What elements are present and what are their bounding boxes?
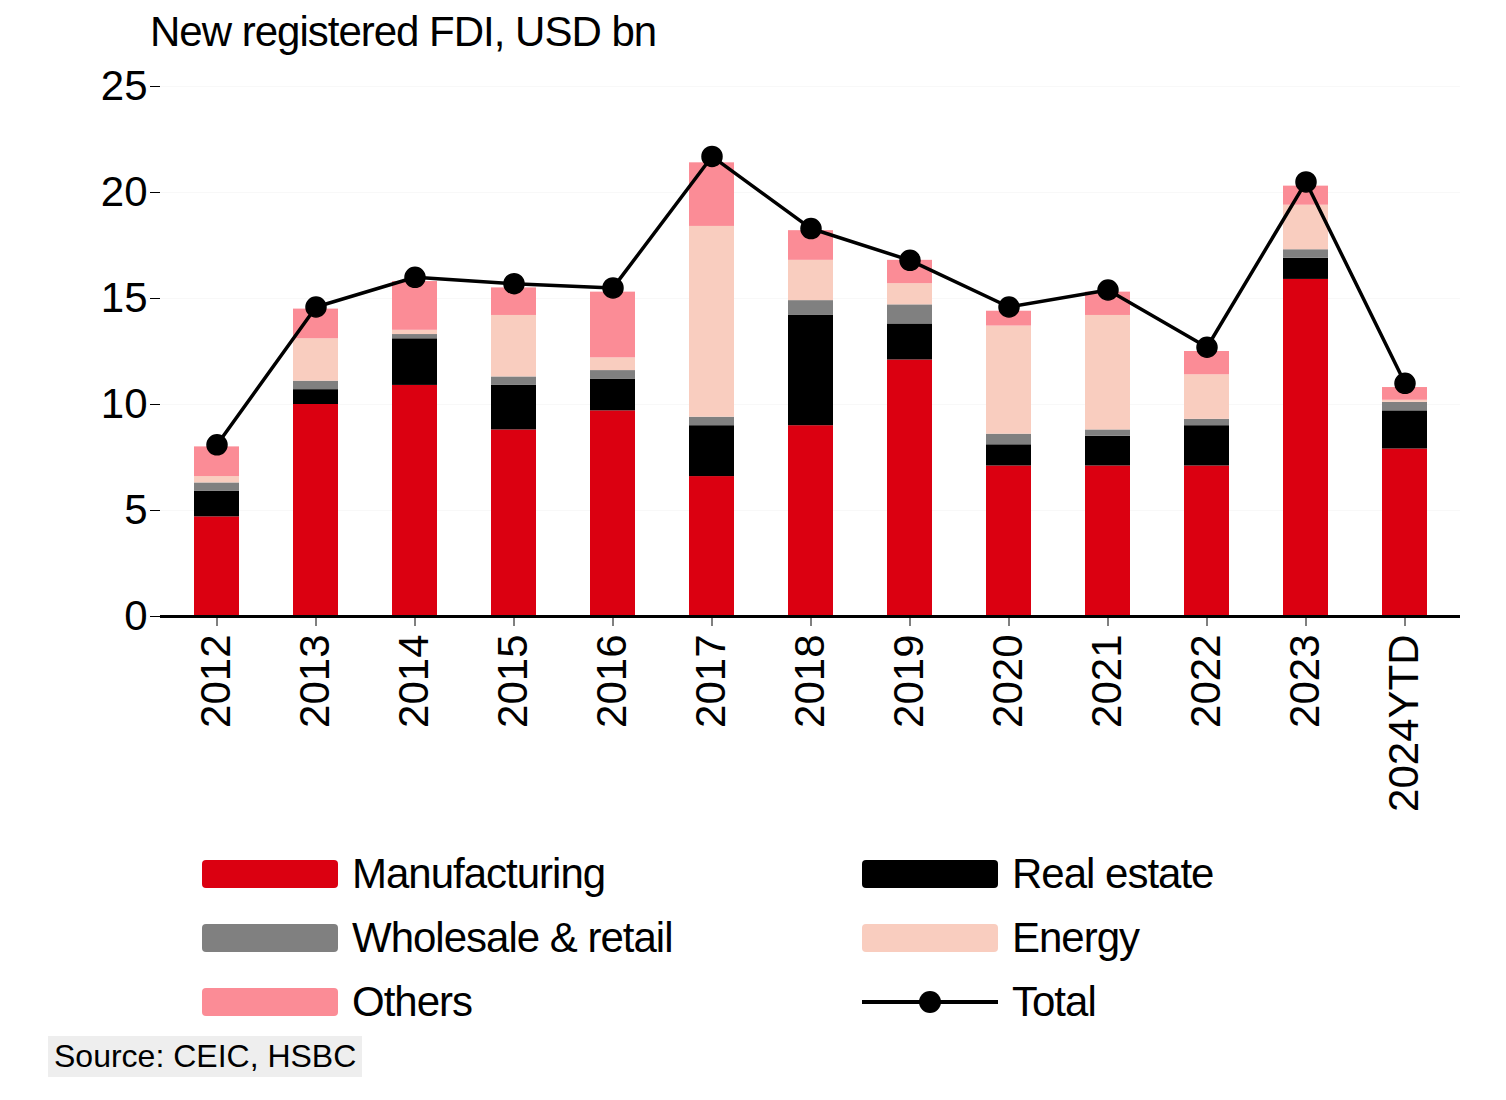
html-text:Real estate: Real estate [1012,850,1214,897]
svg-text:5: 5 [124,486,147,533]
svg-text:2019: 2019 [885,635,932,728]
svg-text:2023: 2023 [1281,635,1328,728]
svg-text:10: 10 [101,380,148,427]
svg-text:2017: 2017 [687,635,734,728]
svg-text:2018: 2018 [786,635,833,728]
svg-text:20: 20 [101,168,148,215]
html-text:New registered FDI, USD bn: New registered FDI, USD bn [150,8,657,55]
html-text:Manufacturing: Manufacturing [352,850,606,897]
svg-text:2015: 2015 [489,635,536,728]
svg-text:2024YTD: 2024YTD [1380,635,1427,812]
html-text:Others: Others [352,978,472,1025]
svg-text:2012: 2012 [192,635,239,728]
svg-text:2022: 2022 [1182,635,1229,728]
html-text:Source: CEIC, HSBC: Source: CEIC, HSBC [54,1038,357,1074]
html-text:Wholesale & retail: Wholesale & retail [352,914,673,961]
svg-text:15: 15 [101,274,148,321]
svg-text:2014: 2014 [390,635,437,728]
svg-text:2016: 2016 [588,635,635,728]
svg-text:2020: 2020 [984,635,1031,728]
svg-text:2021: 2021 [1083,635,1130,728]
html-text:Energy: Energy [1012,914,1140,961]
svg-text:25: 25 [101,66,148,109]
svg-text:0: 0 [124,592,147,639]
svg-text:2013: 2013 [291,635,338,728]
html-text:Total: Total [1012,978,1096,1025]
